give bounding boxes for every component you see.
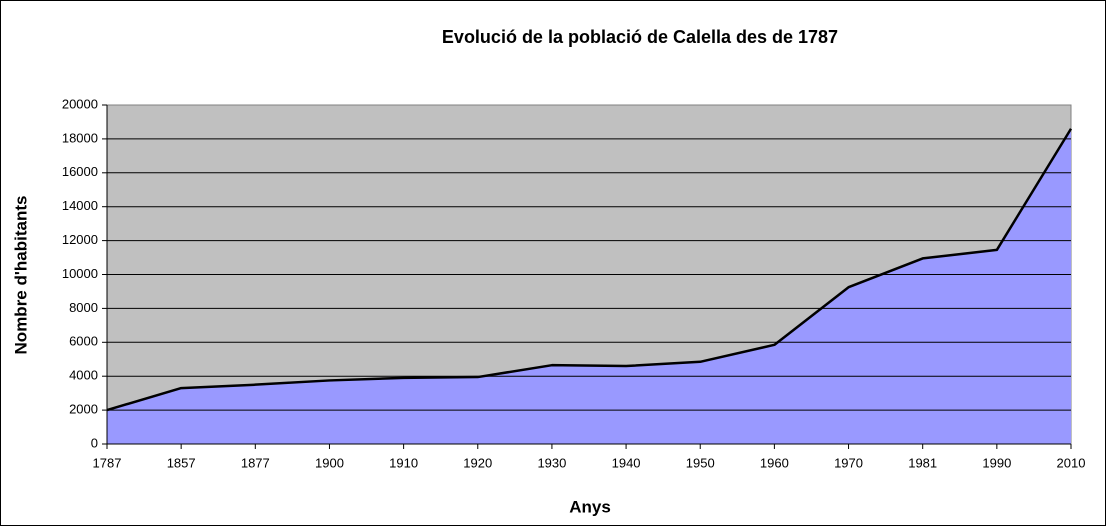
x-tick-label: 1877 <box>241 455 270 470</box>
x-tick-label: 1930 <box>537 455 566 470</box>
area-fill <box>107 128 1071 445</box>
x-tick-label: 1970 <box>834 455 863 470</box>
y-tick-label: 10000 <box>62 266 98 281</box>
x-tick-label: 1990 <box>982 455 1011 470</box>
y-axis-label: Nombre d'habitants <box>11 196 30 355</box>
y-tick-label: 0 <box>91 435 98 450</box>
x-tick-label: 1950 <box>686 455 715 470</box>
x-tick-label: 1940 <box>612 455 641 470</box>
x-tick-label: 1981 <box>908 455 937 470</box>
y-tick-label: 12000 <box>62 232 98 247</box>
y-tick-label: 8000 <box>69 300 98 315</box>
chart-title: Evolució de la població de Calella des d… <box>442 27 838 47</box>
y-tick-label: 14000 <box>62 198 98 213</box>
x-tick-label: 1920 <box>463 455 492 470</box>
x-tick-label: 2010 <box>1057 455 1086 470</box>
x-tick-label: 1787 <box>93 455 122 470</box>
y-tick-label: 4000 <box>69 368 98 383</box>
y-tick-label: 6000 <box>69 334 98 349</box>
y-tick-label: 2000 <box>69 402 98 417</box>
y-tick-label: 18000 <box>62 130 98 145</box>
x-tick-label: 1960 <box>760 455 789 470</box>
x-tick-label: 1857 <box>167 455 196 470</box>
x-tick-label: 1900 <box>315 455 344 470</box>
x-axis-label: Anys <box>569 497 611 516</box>
y-tick-label: 16000 <box>62 164 98 179</box>
area-line <box>106 128 1073 412</box>
x-tick-label: 1910 <box>389 455 418 470</box>
y-tick-label: 20000 <box>62 96 98 111</box>
